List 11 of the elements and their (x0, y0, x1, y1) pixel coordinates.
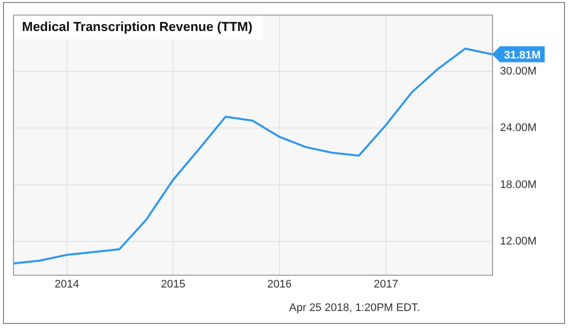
chart-title: Medical Transcription Revenue (TTM) (22, 19, 252, 34)
data-label: 31.81M (504, 49, 541, 62)
y-tick-label: 30.00M (500, 65, 537, 78)
x-tick-label: 2015 (160, 278, 186, 290)
y-tick-label: 12.00M (500, 236, 537, 248)
x-tick-label: 2014 (54, 278, 80, 290)
x-tick-label: 2016 (267, 278, 292, 290)
y-tick-label: 18.00M (500, 178, 537, 191)
y-tick-label: 24.00M (500, 122, 537, 134)
text: Apr 25 2018, 1:20PM EDT. (289, 302, 420, 314)
x-tick-label: 2017 (374, 278, 398, 290)
